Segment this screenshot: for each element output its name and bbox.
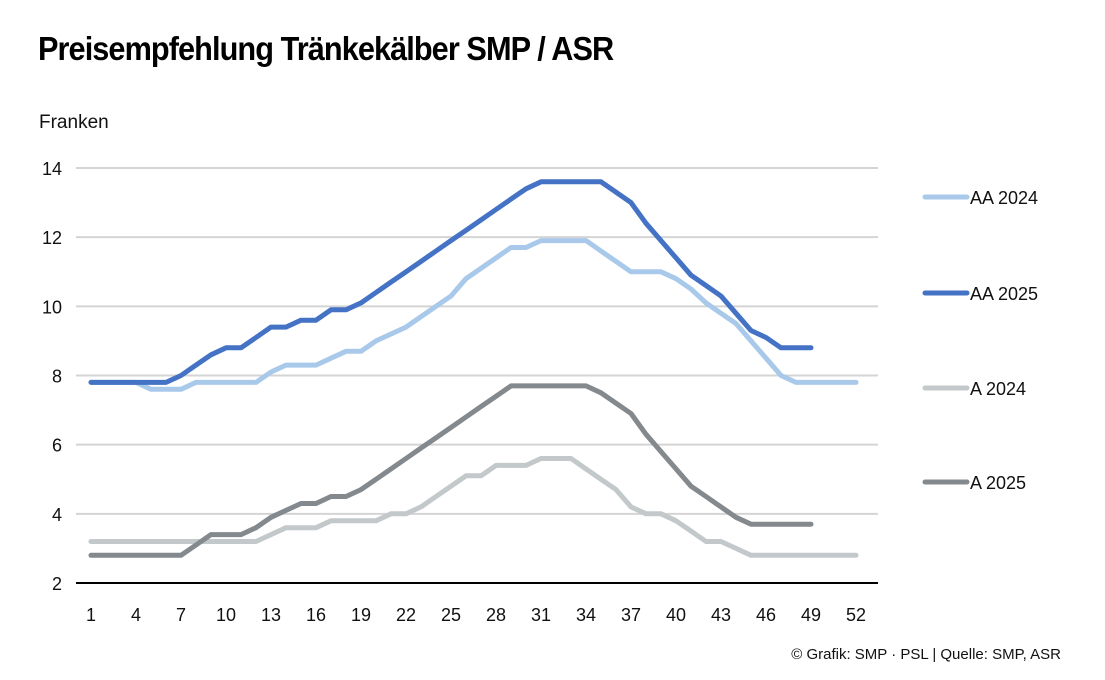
x-tick-label: 52 [846, 605, 866, 625]
chart-title: Preisempfehlung Tränkekälber SMP / ASR [38, 30, 614, 67]
series-line-a-2025 [88, 383, 814, 558]
x-tick-label: 43 [711, 605, 731, 625]
x-tick-label: 34 [576, 605, 596, 625]
y-tick-label: 2 [52, 574, 62, 594]
y-tick-label: 14 [42, 159, 62, 179]
source-credit: © Grafik: SMP · PSL | Quelle: SMP, ASR [791, 646, 1061, 663]
y-axis-unit-label: Franken [39, 112, 109, 133]
x-axis-ticks: 1 4 7 10 13 16 19 22 25 28 31 34 37 40 43 46 49 52 [86, 605, 866, 625]
x-tick-label: 16 [306, 605, 326, 625]
legend: AA 2024 AA 2025 A 2024 A 2025 [922, 188, 1038, 493]
x-tick-label: 10 [216, 605, 236, 625]
x-tick-label: 4 [131, 605, 141, 625]
x-tick-label: 7 [176, 605, 186, 625]
x-tick-label: 37 [621, 605, 641, 625]
x-tick-label: 13 [261, 605, 281, 625]
y-tick-label: 10 [42, 297, 62, 317]
x-tick-label: 46 [756, 605, 776, 625]
legend-label: A 2025 [970, 473, 1026, 493]
legend-label: AA 2024 [970, 188, 1038, 208]
legend-label: A 2024 [970, 379, 1026, 399]
series-line-a-2024 [88, 456, 859, 558]
x-tick-label: 49 [801, 605, 821, 625]
y-tick-label: 4 [52, 505, 62, 525]
x-tick-label: 25 [441, 605, 461, 625]
legend-item: A 2025 [922, 473, 1026, 493]
series-lines [88, 179, 859, 558]
x-tick-label: 28 [486, 605, 506, 625]
x-tick-label: 1 [86, 605, 96, 625]
x-tick-label: 40 [666, 605, 686, 625]
series-line-aa-2025 [88, 179, 814, 385]
y-tick-label: 12 [42, 228, 62, 248]
gridlines [76, 167, 878, 515]
y-tick-label: 6 [52, 436, 62, 456]
y-axis-ticks: 2 4 6 8 10 12 14 [42, 159, 62, 594]
y-tick-label: 8 [52, 367, 62, 387]
legend-item: AA 2024 [922, 188, 1038, 208]
series-line-aa-2024 [88, 238, 859, 392]
legend-item: AA 2025 [922, 284, 1038, 304]
x-tick-label: 19 [351, 605, 371, 625]
legend-label: AA 2025 [970, 284, 1038, 304]
x-tick-label: 22 [396, 605, 416, 625]
legend-item: A 2024 [922, 379, 1026, 399]
x-tick-label: 31 [531, 605, 551, 625]
